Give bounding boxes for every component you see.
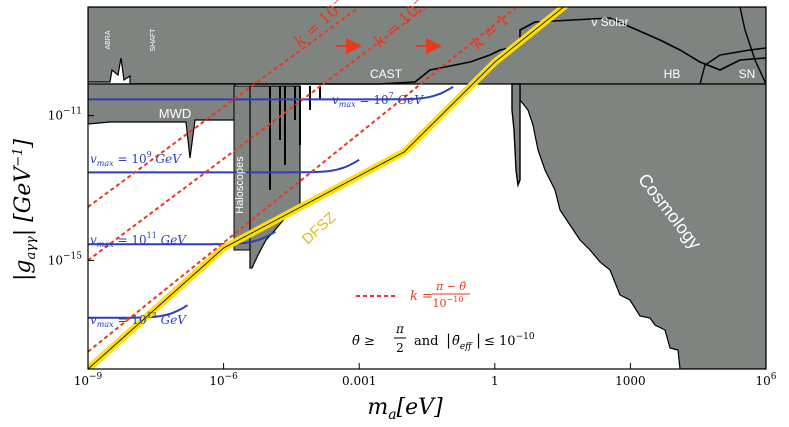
mwd-region xyxy=(88,83,236,159)
k-line-3 xyxy=(88,7,517,353)
x-tick-label-4: 1000 xyxy=(615,374,646,388)
k-definition-legend: k = π − θ̄ 10−10 xyxy=(356,280,470,310)
cond-and: and xyxy=(414,334,438,349)
haloscopes-narrow xyxy=(269,86,321,190)
region-label-mwd: MWD xyxy=(159,106,192,121)
haloscopes-spikes xyxy=(249,85,301,269)
y-tick-label-0: 10−11 xyxy=(48,107,82,123)
k-def-num: π − θ̄ xyxy=(435,280,466,293)
vmax-label-7: vmax = 107 GeV xyxy=(332,91,424,109)
plot-area xyxy=(88,7,766,369)
y-tick-label-1: 10−15 xyxy=(48,251,83,267)
k-lines xyxy=(88,7,517,353)
vmax-label-13: vmax = 1013 GeV xyxy=(90,311,187,329)
vmax-curve-13 xyxy=(88,304,189,319)
x-tick-label-1: 10−6 xyxy=(209,372,238,388)
cond-abs: θ̄eff xyxy=(452,334,473,352)
region-label-sn: SN xyxy=(739,67,756,81)
x-ticks: 10−9 10−6 0.001 1 1000 106 xyxy=(74,363,777,388)
vmax-label-9: vmax = 109 GeV xyxy=(90,150,182,168)
k-line-1 xyxy=(88,7,360,208)
region-label-solar: ν Solar xyxy=(591,15,628,29)
hb-sn-boundary xyxy=(699,7,766,85)
x-axis-label: ma[eV] xyxy=(367,395,443,423)
dfsz-band-core xyxy=(88,7,565,369)
x-tick-label-2: 0.001 xyxy=(342,374,376,388)
vmax-curve-11 xyxy=(88,230,276,246)
vmax-label-11: vmax = 1011 GeV xyxy=(90,231,187,249)
dfsz-band xyxy=(88,7,570,369)
x-tick-label-3: 1 xyxy=(491,374,499,388)
x-tick-label-0: 10−9 xyxy=(74,372,103,388)
region-label-haloscopes: Haloscopes xyxy=(234,156,246,214)
y-axis-label: |gaγγ| [GeV−1] xyxy=(11,139,39,281)
cosmology-region xyxy=(519,83,766,369)
cond-abs-open: | xyxy=(446,331,451,349)
region-label-shaft: SHAFT xyxy=(150,28,157,52)
k-def-lhs: k = xyxy=(410,289,433,304)
cond-lhs: θ̄ ≥ xyxy=(352,334,375,349)
k-line-2 xyxy=(88,7,427,262)
cond-frac-den: 2 xyxy=(396,341,404,355)
region-label-cast: CAST xyxy=(370,67,403,81)
k-def-den: 10−10 xyxy=(433,295,464,310)
dfsz-label: DFSZ xyxy=(299,209,339,248)
cond-rhs: ≤ 10−10 xyxy=(484,332,535,349)
cond-frac-num: π xyxy=(395,322,405,336)
cosmology-spikes xyxy=(511,83,521,188)
y-ticks: 10−11 10−15 xyxy=(48,107,94,267)
theta-condition: θ̄ ≥ π 2 and | θ̄eff | ≤ 10−10 xyxy=(352,322,535,355)
cond-abs-close: | xyxy=(476,331,481,349)
vmax-curve-7 xyxy=(88,85,454,101)
region-label-hb: HB xyxy=(664,67,681,81)
plot-frame xyxy=(87,6,767,370)
x-tick-label-5: 106 xyxy=(755,372,776,388)
region-label-abra: ABRA xyxy=(105,30,112,49)
